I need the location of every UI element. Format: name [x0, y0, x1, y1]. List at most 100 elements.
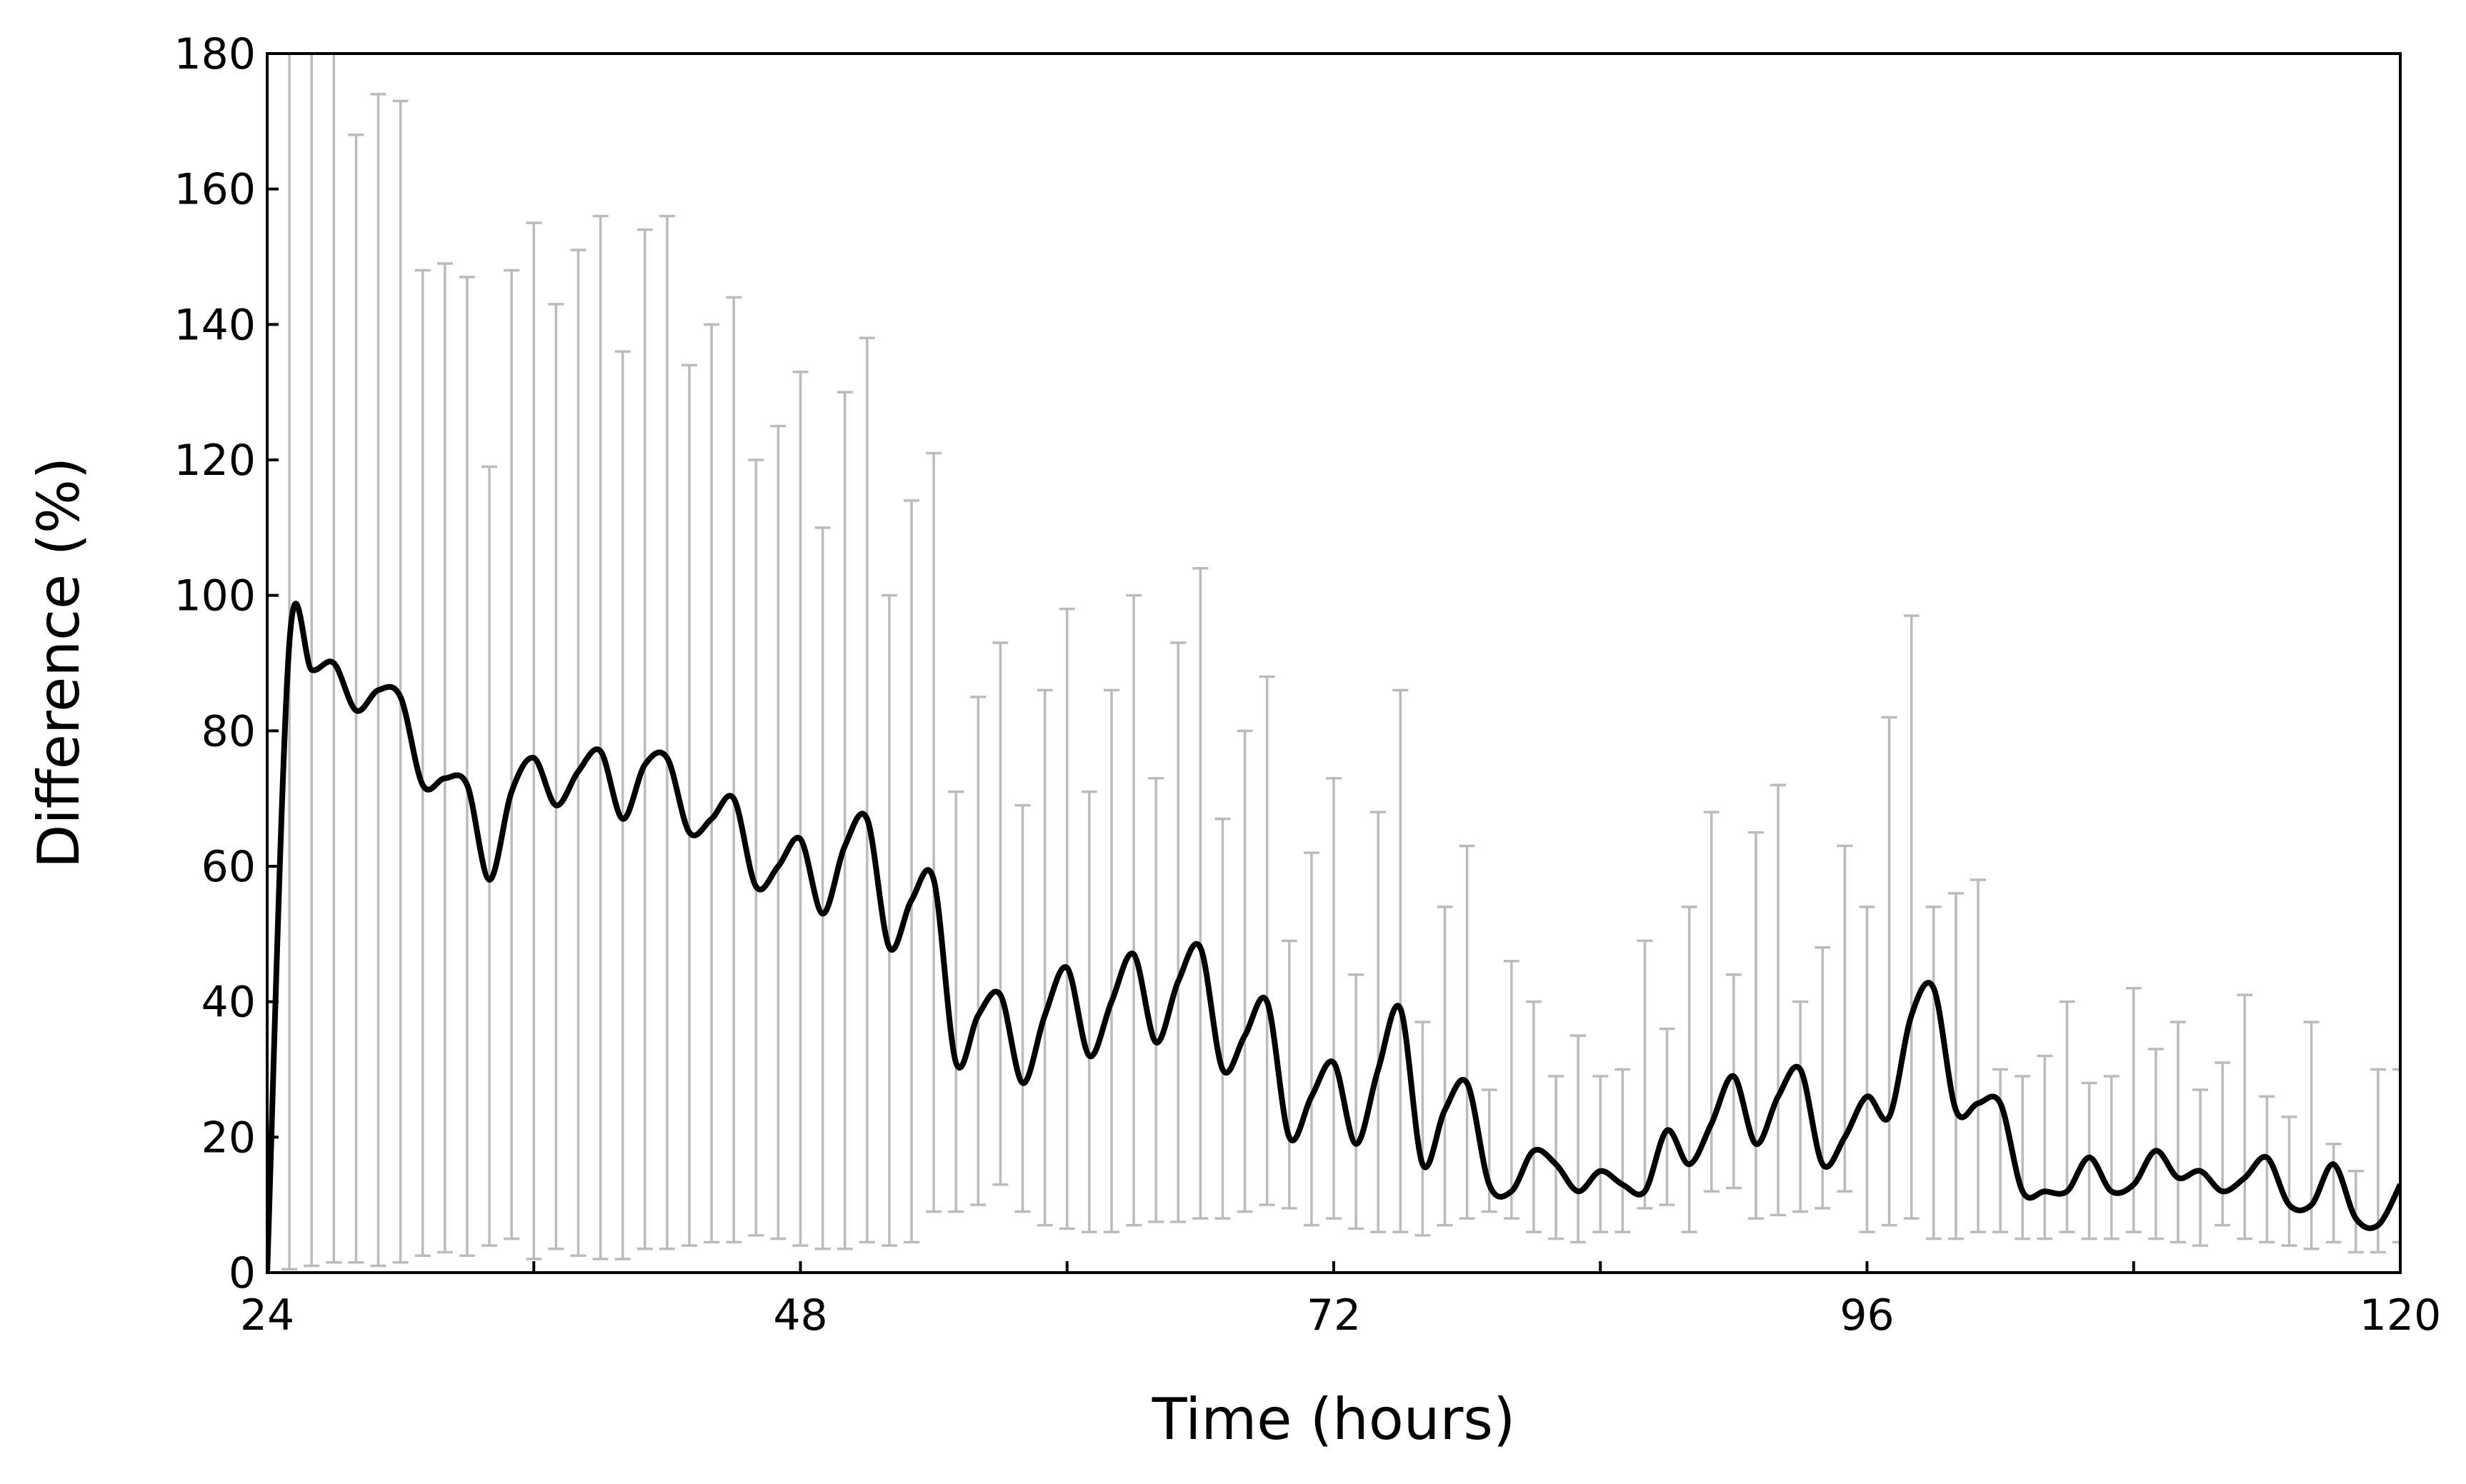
- error-bar: [1348, 973, 1364, 1230]
- error-bar: [770, 424, 787, 1240]
- error-bar: [792, 370, 809, 1247]
- plot-frame: [266, 52, 2402, 1274]
- error-bar: [1792, 1000, 1809, 1213]
- x-axis-title: Time (hours): [1152, 1386, 1516, 1453]
- error-bar: [481, 465, 498, 1247]
- error-bar: [1059, 607, 1075, 1230]
- error-bar: [814, 526, 831, 1250]
- error-bar: [459, 276, 475, 1258]
- error-bar: [392, 99, 409, 1264]
- error-bar: [1237, 729, 1253, 1213]
- error-bar: [992, 641, 1009, 1186]
- error-bar: [2170, 1021, 2186, 1244]
- error-bar: [1103, 688, 1119, 1233]
- error-bar: [748, 458, 764, 1237]
- error-bar: [2259, 1095, 2275, 1244]
- error-bar: [548, 303, 564, 1250]
- y-tick-label: 60: [201, 842, 256, 892]
- error-bar: [1148, 776, 1164, 1223]
- error-bar: [414, 269, 431, 1258]
- error-bar: [1392, 688, 1409, 1233]
- error-bar: [859, 336, 875, 1244]
- x-tick-label: 24: [240, 1290, 294, 1340]
- error-bar: [970, 696, 987, 1206]
- error-bar: [1525, 1000, 1542, 1233]
- y-tick-label: 40: [201, 978, 256, 1028]
- x-tick-label: 96: [1839, 1290, 1894, 1340]
- error-bar: [1459, 844, 1475, 1220]
- error-bar: [504, 269, 520, 1240]
- error-bar: [1548, 1075, 1564, 1240]
- error-bar: [2037, 1054, 2053, 1240]
- y-tick-label: 20: [201, 1113, 256, 1163]
- error-bar: [1259, 675, 1275, 1206]
- y-tick-label: 120: [174, 436, 256, 486]
- error-bar: [726, 296, 742, 1244]
- error-bar: [1992, 1068, 2009, 1233]
- error-bar: [1370, 811, 1387, 1233]
- y-tick-label: 140: [174, 300, 256, 350]
- y-axis-title: Difference (%): [26, 457, 92, 868]
- error-bar: [1170, 641, 1187, 1223]
- error-bar: [1126, 593, 1142, 1227]
- error-bar: [304, 54, 320, 1268]
- error-bar: [1437, 906, 1453, 1227]
- error-bar: [2281, 1115, 2297, 1247]
- error-bar: [1859, 906, 1875, 1233]
- error-bar: [1503, 960, 1519, 1220]
- error-bar: [1281, 939, 1297, 1210]
- error-bar: [1770, 783, 1787, 1217]
- error-bar: [2103, 1075, 2120, 1240]
- error-bar: [2237, 993, 2253, 1240]
- error-bar: [1303, 851, 1319, 1227]
- error-bar: [1592, 1075, 1609, 1233]
- x-tick-label: 120: [2360, 1290, 2442, 1340]
- error-bar: [926, 451, 942, 1213]
- error-bar: [1747, 831, 1764, 1220]
- y-tick-label: 100: [174, 571, 256, 621]
- error-bar: [1014, 803, 1031, 1213]
- error-bar: [1925, 906, 1942, 1240]
- x-tick-label: 48: [773, 1290, 827, 1340]
- error-bar: [1659, 1027, 1675, 1206]
- error-bar: [2215, 1061, 2231, 1227]
- error-bar: [1570, 1034, 1587, 1244]
- error-bar: [1903, 614, 1920, 1220]
- error-bar: [2303, 1021, 2320, 1250]
- error-bar: [1681, 906, 1697, 1233]
- error-bar: [1481, 1088, 1497, 1213]
- y-tick-label: 80: [201, 706, 256, 756]
- error-bar: [1614, 1068, 1631, 1233]
- error-bar: [326, 54, 342, 1264]
- error-bar: [2392, 1068, 2400, 1244]
- error-bar: [881, 593, 897, 1247]
- error-bar: [348, 134, 364, 1264]
- error-bar: [948, 790, 964, 1213]
- x-tick-label: 72: [1307, 1290, 1361, 1340]
- error-bar: [1947, 892, 1964, 1240]
- error-bar: [1192, 566, 1209, 1220]
- error-bar: [1214, 817, 1231, 1220]
- error-bar: [2059, 1000, 2075, 1233]
- error-bar: [570, 249, 586, 1258]
- error-bar: [526, 221, 542, 1260]
- error-bar: [614, 350, 631, 1260]
- error-bar: [436, 262, 453, 1254]
- error-bar: [1881, 716, 1897, 1227]
- error-bar: [637, 228, 653, 1250]
- error-bar: [2125, 986, 2142, 1233]
- error-bar: [2015, 1075, 2031, 1240]
- error-bar: [904, 499, 920, 1244]
- error-bar: [704, 323, 720, 1244]
- error-bar: [659, 214, 675, 1250]
- error-bar: [837, 391, 853, 1250]
- y-tick-label: 180: [174, 29, 256, 79]
- error-bar: [2192, 1088, 2209, 1247]
- error-bar: [1970, 878, 1987, 1233]
- error-bar: [1725, 973, 1742, 1190]
- error-bar: [1414, 1021, 1431, 1237]
- error-bar: [1637, 939, 1653, 1210]
- error-bar: [681, 364, 697, 1247]
